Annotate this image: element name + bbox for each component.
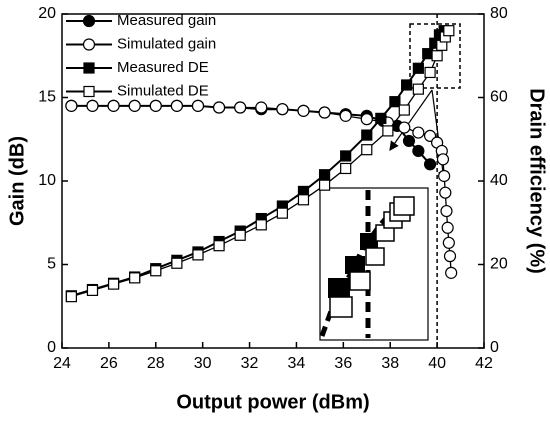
data-point (439, 186, 452, 199)
data-point (234, 101, 247, 114)
data-point (382, 125, 394, 137)
data-point (65, 99, 78, 112)
data-point (340, 150, 352, 162)
data-point (129, 272, 141, 284)
x-tick-label: 38 (381, 355, 399, 372)
data-point (107, 278, 120, 290)
data-point (86, 284, 99, 296)
legend-label: Measured gain (117, 12, 216, 29)
y-tick-label: 10 (38, 172, 56, 189)
x-tick-label: 24 (53, 355, 71, 372)
data-point (234, 229, 246, 241)
y2-tick-label: 0 (490, 339, 499, 356)
data-point (149, 99, 162, 112)
data-point (438, 169, 451, 183)
data-point (192, 249, 204, 261)
legend-marker (82, 38, 96, 51)
data-point (402, 134, 416, 148)
data-point (318, 179, 331, 191)
data-point (389, 96, 401, 108)
data-point (412, 126, 425, 139)
legend-label: Measured DE (117, 59, 209, 76)
data-point (339, 109, 352, 122)
data-point (442, 236, 455, 249)
data-point (398, 104, 410, 116)
data-point (436, 153, 450, 166)
x-tick-label: 36 (334, 355, 352, 372)
x-tick-label: 32 (241, 355, 259, 372)
data-point (412, 62, 424, 74)
data-point (412, 144, 425, 158)
data-point (360, 113, 373, 126)
data-point (255, 219, 267, 231)
data-point (361, 144, 373, 156)
y-tick-label: 15 (38, 89, 56, 106)
data-point (255, 101, 268, 114)
data-point (150, 265, 162, 277)
legend-label: Simulated DE (117, 82, 209, 99)
data-point (318, 106, 331, 119)
data-point (431, 50, 443, 62)
x-tick-label: 26 (100, 355, 118, 372)
y-tick-label: 5 (47, 256, 56, 273)
x-tick-label: 28 (147, 355, 165, 372)
data-point (212, 101, 226, 114)
data-point (297, 194, 310, 206)
y2-tick-label: 80 (490, 5, 508, 22)
data-point (445, 266, 458, 279)
data-point (65, 291, 77, 303)
data-point (171, 257, 183, 269)
data-point (170, 99, 183, 112)
data-point (276, 103, 289, 116)
data-point (423, 158, 437, 171)
data-point (276, 207, 288, 219)
y-tick-label: 0 (47, 339, 56, 356)
data-point (107, 99, 120, 112)
data-point (401, 79, 413, 91)
data-point (375, 112, 387, 124)
y2-tick-label: 60 (490, 89, 508, 106)
legend-label: Simulated gain (117, 35, 216, 52)
y-tick-label: 20 (38, 5, 56, 22)
data-point (361, 129, 373, 141)
legend-marker (83, 85, 95, 98)
data-point (297, 104, 310, 117)
data-point (398, 121, 411, 134)
data-point (440, 204, 453, 218)
data-point (340, 162, 352, 175)
y2-tick-label: 20 (490, 256, 508, 273)
data-point (128, 99, 141, 112)
data-point (318, 169, 331, 181)
legend-marker (83, 62, 95, 74)
x-tick-label: 40 (428, 355, 446, 372)
data-point (443, 250, 457, 263)
data-point (441, 221, 454, 234)
data-point (422, 48, 434, 60)
data-point (191, 99, 205, 112)
data-point (213, 240, 225, 252)
x-tick-label: 30 (194, 355, 212, 372)
y-axis-label: Gain (dB) (6, 136, 28, 226)
x-axis-label: Output power (dBm) (176, 391, 369, 413)
zoom-annotation (319, 23, 461, 341)
y2-tick-label: 40 (490, 172, 508, 189)
data-point (86, 99, 99, 112)
legend-marker (82, 14, 96, 28)
x-tick-label: 42 (475, 355, 493, 372)
data-point (443, 25, 455, 37)
y2-axis-label: Drain efficiency (%) (526, 88, 548, 274)
data-point (424, 66, 436, 79)
data-point (412, 83, 424, 95)
x-tick-label: 34 (288, 355, 306, 372)
